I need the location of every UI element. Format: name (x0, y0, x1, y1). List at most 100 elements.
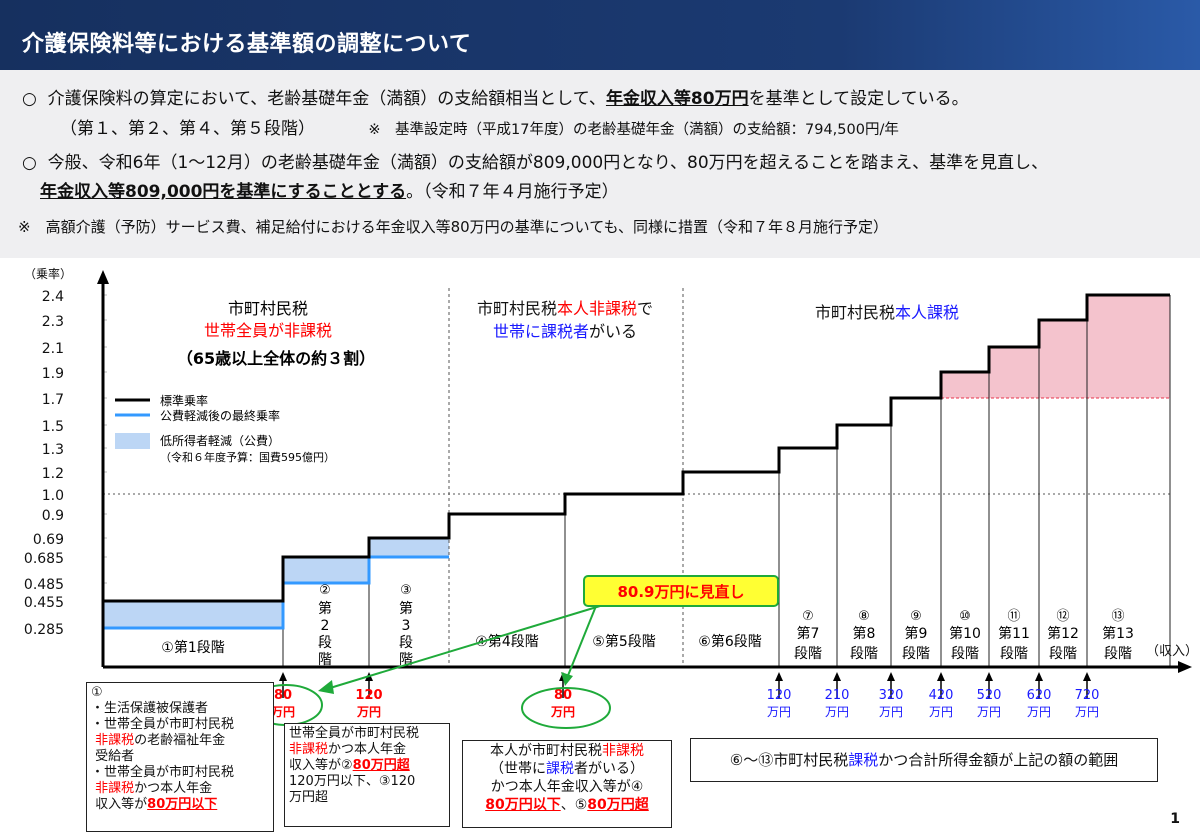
stage-label-3: 段 (399, 635, 413, 651)
region-header-2: 市町村民税本人非課税で (477, 299, 653, 318)
y-axis-label: （乗率） (24, 266, 72, 281)
threshold-label: 520 (977, 688, 1002, 703)
y-tick-label: 2.3 (42, 314, 64, 330)
threshold-label: 620 (1027, 688, 1052, 703)
y-tick-label: 0.69 (33, 532, 64, 548)
stage-label-7: ⑦ (802, 609, 814, 624)
legend-final-label: 公費軽減後の最終乗率 (160, 408, 280, 423)
y-tick-label: 1.3 (42, 442, 64, 458)
stage-label-12: 段階 (1049, 646, 1077, 662)
threshold-arrowhead (279, 672, 287, 681)
threshold-label: 万円 (550, 705, 575, 719)
threshold-label: 120 (355, 688, 382, 703)
y-tick-label: 2.1 (42, 341, 64, 357)
threshold-arrowhead (887, 672, 895, 681)
threshold-label: 万円 (270, 705, 295, 719)
info-line-1: ○ 介護保険料の算定において、老齢基礎年金（満額）の支給額相当として、年金収入等… (22, 89, 969, 109)
stage-label-7: 第7 (797, 625, 820, 642)
surcharge-area (1087, 295, 1170, 398)
threshold-label: 万円 (879, 705, 903, 719)
legend-reduction-note: （令和６年度予算：国費595億円） (160, 450, 335, 464)
threshold-arrowhead (1035, 672, 1043, 681)
reduction-area (103, 601, 283, 628)
stage-label-12: ⑫ (1056, 609, 1069, 624)
stage-label-12: 第12 (1047, 625, 1079, 642)
threshold-arrowhead (833, 672, 841, 681)
y-axis-arrow (97, 270, 109, 284)
threshold-label: 万円 (977, 705, 1001, 719)
callout-text: 80.9万円に見直し (617, 583, 744, 601)
page-number: 1 (1170, 811, 1180, 827)
y-tick-label: 0.9 (42, 508, 64, 524)
stage4-5-criteria-box: 本人が市町村民税非課税 （世帯に課税者がいる） かつ本人年金収入等が④ 80万円… (462, 740, 672, 828)
threshold-label: 万円 (356, 705, 381, 719)
reduction-area (369, 538, 449, 557)
standard-rate-line (103, 293, 1170, 603)
info-note: ※ 高額介護（予防）サービス費、補足給付における年金収入等80万円の基準について… (18, 218, 889, 236)
final-rate-line (103, 555, 449, 630)
surcharge-area (1039, 320, 1087, 398)
surcharge-area (989, 347, 1039, 398)
stage-label-1: ①第1段階 (161, 639, 224, 656)
insurance-rate-chart: 2.4 2.3 2.1 1.9 1.7 1.5 1.3 1.2 1.0 0.9 0.69 0.685 0… (24, 266, 1198, 729)
stage-label-8: ⑧ (858, 609, 870, 624)
region-header-3: 市町村民税本人課税 (815, 303, 959, 322)
stage-label-9: 段階 (902, 646, 930, 662)
x-axis-arrow (1178, 661, 1192, 673)
stage-label-11: 段階 (1000, 646, 1028, 662)
callout-box (583, 575, 779, 607)
legend-standard-label: 標準乗率 (160, 393, 208, 408)
region-header-2: 世帯に課税者がいる (493, 322, 637, 341)
stage-label-10: 段階 (951, 646, 979, 662)
x-axis-label: （収入） (1146, 644, 1198, 659)
y-tick-label: 1.7 (42, 392, 64, 408)
threshold-label: 万円 (929, 705, 953, 719)
stage-label-8: 第8 (853, 625, 876, 642)
callout-arrow (566, 605, 597, 679)
callout-arrowhead (318, 680, 334, 694)
stage-label-11: ⑪ (1007, 609, 1020, 624)
stage-label-3: 第 (399, 600, 413, 617)
surcharge-area (941, 372, 989, 398)
highlight-oval (521, 687, 611, 729)
threshold-label: 210 (825, 688, 850, 703)
stage6-13-criteria-box: ⑥～⑬市町村民税課税かつ合計所得金額が上記の額の範囲 (690, 738, 1158, 782)
info-panel: ○ 介護保険料の算定において、老齢基礎年金（満額）の支給額相当として、年金収入等… (0, 70, 1200, 258)
reduction-area (283, 557, 369, 583)
callout-arrow (329, 605, 601, 689)
y-tick-label: 2.4 (42, 289, 64, 305)
stage1-criteria-box: ① ・生活保護被保護者 ・世帯全員が市町村民税 非課税の老齢福祉年金 受給者 ・… (86, 682, 274, 832)
stage-label-13: 段階 (1104, 646, 1132, 662)
y-tick-label: 0.685 (24, 551, 64, 567)
y-tick-label: 1.2 (42, 466, 64, 482)
stage-label-2: 第 (318, 600, 332, 617)
threshold-label: 万円 (767, 705, 791, 719)
info-line-4: 年金収入等809,000円を基準にすることとする。（令和７年４月施行予定） (40, 182, 619, 202)
callout-arrowhead (561, 672, 573, 686)
threshold-arrowhead (1083, 672, 1091, 681)
stage-label-2: 2 (321, 618, 330, 634)
region-header-1: （65歳以上全体の約３割） (177, 349, 375, 368)
legend-reduction-label: 低所得者軽減（公費） (160, 433, 280, 448)
stage-label-4: ④第4段階 (475, 633, 538, 650)
threshold-label: 万円 (1075, 705, 1099, 719)
y-tick-label: 1.5 (42, 419, 64, 435)
stage-label-11: 第11 (998, 625, 1030, 642)
stage-label-9: 第9 (905, 625, 928, 642)
stage-label-10: 第10 (949, 625, 981, 642)
stage-label-2: ② (319, 583, 331, 598)
stage-label-8: 段階 (850, 646, 878, 662)
y-tick-label: 0.485 (24, 577, 64, 593)
threshold-label: 80 (554, 688, 572, 703)
y-tick-label: 1.9 (42, 366, 64, 382)
page-title: 介護保険料等における基準額の調整について (22, 32, 472, 57)
stage-label-6: ⑥第6段階 (698, 633, 761, 650)
threshold-label: 120 (767, 688, 792, 703)
stage-label-3: 3 (402, 618, 411, 634)
stage-label-7: 段階 (794, 646, 822, 662)
stage-label-9: ⑨ (910, 609, 922, 624)
stage-label-5: ⑤第5段階 (592, 633, 655, 650)
threshold-arrowhead (985, 672, 993, 681)
threshold-label: 80 (274, 688, 292, 703)
threshold-arrowhead (937, 672, 945, 681)
